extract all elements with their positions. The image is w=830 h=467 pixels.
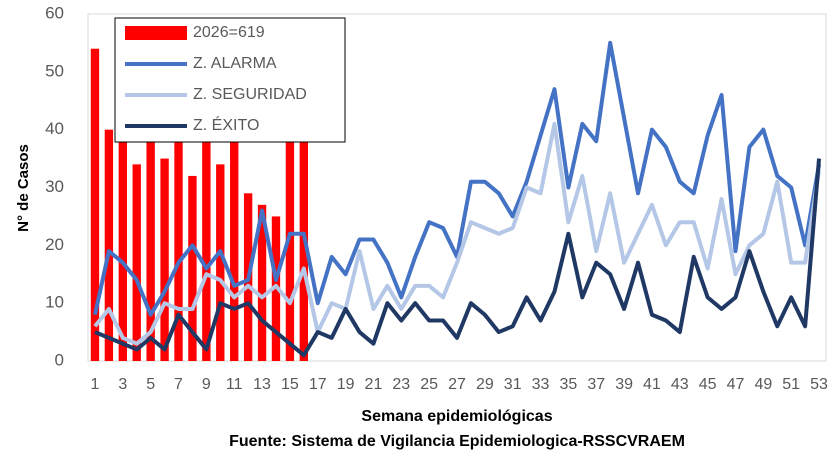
x-tick-label: 1 [91,376,100,393]
x-tick-label: 29 [476,376,494,393]
x-tick-label: 27 [448,376,466,393]
legend-label: Z. SEGURIDAD [193,86,307,103]
bar [132,164,141,361]
bar [104,129,114,361]
x-tick-label: 23 [392,376,410,393]
x-tick-label: 53 [810,376,828,393]
x-tick-label: 13 [253,376,271,393]
bar [216,164,225,361]
y-tick-label: 60 [45,3,64,22]
x-tick-label: 39 [615,376,633,393]
y-tick-label: 40 [45,119,64,138]
x-tick-label: 43 [671,376,689,393]
bar [285,141,295,361]
bar [160,158,169,361]
x-tick-label: 17 [309,376,327,393]
legend-label: 2026=619 [193,24,265,41]
bar [118,135,127,361]
x-tick-label: 47 [727,376,745,393]
x-tick-label: 21 [365,376,383,393]
y-tick-label: 20 [45,235,64,254]
legend-swatch [125,26,187,40]
x-tick-label: 45 [699,376,717,393]
x-axis-label: Semana epidemiológicas [361,408,552,425]
y-axis-label: N° de Casos [15,144,32,232]
line-series [93,121,822,346]
x-tick-label: 49 [754,376,772,393]
y-tick-label: 50 [45,61,64,80]
x-tick-label: 15 [281,376,299,393]
bar [188,175,197,361]
x-tick-label: 31 [504,376,522,393]
x-tick-label: 7 [174,376,183,393]
plot-area [87,13,827,362]
x-tick-label: 37 [587,376,605,393]
legend-label: Z. ÉXITO [193,115,259,134]
bar [299,135,309,361]
y-tick-label: 30 [45,177,64,196]
bar [174,141,183,361]
x-tick-label: 33 [532,376,550,393]
x-tick-label: 41 [643,376,661,393]
x-tick-label: 51 [782,376,800,393]
x-tick-label: 3 [118,376,127,393]
bar [257,204,267,361]
y-tick-label: 10 [45,293,64,312]
legend-label: Z. ALARMA [193,55,277,72]
x-tick-label: 35 [559,376,577,393]
x-tick-label: 19 [337,376,355,393]
x-tick-label: 25 [420,376,438,393]
bar [230,135,239,361]
x-tick-label: 5 [146,376,155,393]
line-series [94,158,822,358]
bar [202,135,211,361]
bar [146,141,155,361]
y-tick-label: 0 [55,350,64,369]
x-tick-label: 9 [202,376,211,393]
bar [90,48,100,361]
x-tick-label: 11 [226,376,243,393]
source: Fuente: Sistema de Vigilancia Epidemiolo… [229,433,685,450]
